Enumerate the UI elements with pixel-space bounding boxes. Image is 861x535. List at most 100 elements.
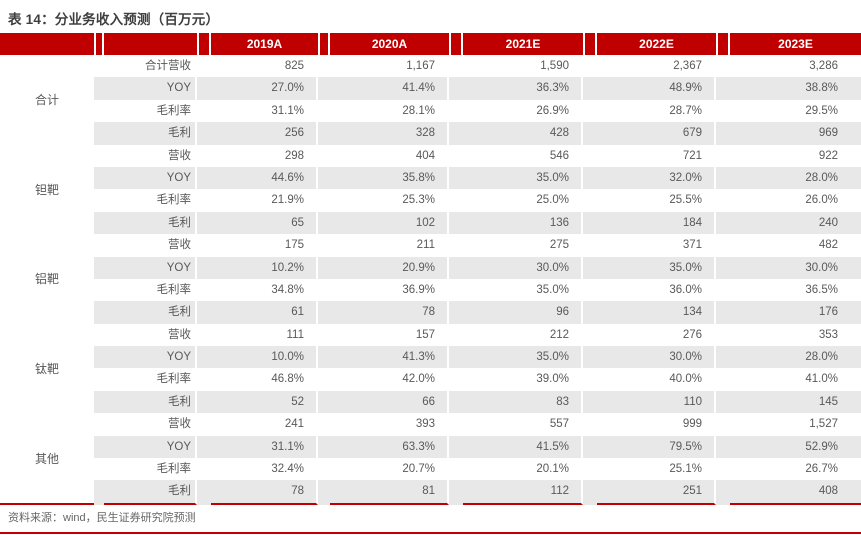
value-cell: 1,527 <box>730 413 861 436</box>
metric-label: YOY <box>104 77 197 100</box>
col-spacer <box>318 458 330 481</box>
col-spacer <box>94 480 104 505</box>
col-spacer <box>94 77 104 100</box>
column-header: 2023E <box>730 33 861 55</box>
value-cell: 482 <box>730 234 861 257</box>
col-spacer <box>583 346 597 369</box>
value-cell: 557 <box>463 413 583 436</box>
value-cell: 1,167 <box>330 55 449 78</box>
value-cell: 38.8% <box>730 77 861 100</box>
group-col-cell <box>0 390 94 414</box>
header-separator <box>716 33 730 55</box>
value-cell: 10.2% <box>211 256 318 279</box>
col-spacer <box>449 55 463 78</box>
col-spacer <box>716 301 730 324</box>
group-col-cell <box>0 122 94 145</box>
page-bottom-rule <box>0 532 861 534</box>
col-spacer <box>94 166 104 190</box>
value-cell: 102 <box>330 211 449 235</box>
value-cell: 31.1% <box>211 99 318 123</box>
group-col-cell <box>0 435 94 459</box>
col-spacer <box>94 278 104 302</box>
group-col-cell <box>0 346 94 369</box>
col-spacer <box>583 278 597 302</box>
table-row: YOY 44.6% 35.8% 35.0% 32.0% 28.0% <box>0 166 861 190</box>
col-spacer <box>449 211 463 235</box>
forecast-table: 2019A 2020A 2021E 2022E 2023E 合计营收 825 1,167 1,… <box>0 33 861 505</box>
value-cell: 78 <box>211 480 318 505</box>
header-separator <box>449 33 463 55</box>
col-spacer <box>716 480 730 505</box>
col-spacer <box>197 144 211 167</box>
value-cell: 40.0% <box>597 368 716 391</box>
col-spacer <box>449 77 463 100</box>
value-cell: 29.5% <box>730 99 861 123</box>
col-spacer <box>583 368 597 391</box>
metric-label: 毛利 <box>104 301 197 324</box>
value-cell: 408 <box>730 480 861 505</box>
value-cell: 41.3% <box>330 346 449 369</box>
col-spacer <box>449 390 463 414</box>
col-spacer <box>583 144 597 167</box>
value-cell: 61 <box>211 301 318 324</box>
value-cell: 36.5% <box>730 278 861 302</box>
table-row: 毛利 78 81 112 251 408 <box>0 480 861 505</box>
col-spacer <box>449 122 463 145</box>
col-spacer <box>583 413 597 436</box>
value-cell: 41.5% <box>463 435 583 459</box>
col-spacer <box>94 234 104 257</box>
value-cell: 26.0% <box>730 189 861 212</box>
header-row: 2019A 2020A 2021E 2022E 2023E <box>0 33 861 55</box>
value-cell: 52.9% <box>730 435 861 459</box>
col-spacer <box>716 211 730 235</box>
source-note: 资料来源：wind，民生证券研究院预测 <box>8 512 196 524</box>
col-spacer <box>318 189 330 212</box>
group-col-cell <box>0 368 94 391</box>
col-spacer <box>94 99 104 123</box>
value-cell: 65 <box>211 211 318 235</box>
col-spacer <box>318 323 330 347</box>
col-spacer <box>94 122 104 145</box>
value-cell: 35.0% <box>463 346 583 369</box>
metric-label: 营收 <box>104 413 197 436</box>
header-separator <box>583 33 597 55</box>
value-cell: 21.9% <box>211 189 318 212</box>
col-spacer <box>583 166 597 190</box>
value-cell: 721 <box>597 144 716 167</box>
value-cell: 34.8% <box>211 278 318 302</box>
table-row: YOY 10.2% 20.9% 30.0% 35.0% 30.0% <box>0 256 861 279</box>
value-cell: 428 <box>463 122 583 145</box>
col-spacer <box>94 323 104 347</box>
metric-label: 毛利率 <box>104 458 197 481</box>
col-spacer <box>318 480 330 505</box>
col-spacer <box>318 77 330 100</box>
value-cell: 328 <box>330 122 449 145</box>
col-spacer <box>318 301 330 324</box>
col-spacer <box>583 211 597 235</box>
col-spacer <box>94 413 104 436</box>
value-cell: 3,286 <box>730 55 861 78</box>
col-spacer <box>197 301 211 324</box>
col-spacer <box>583 99 597 123</box>
col-spacer <box>449 189 463 212</box>
col-spacer <box>449 144 463 167</box>
col-spacer <box>449 278 463 302</box>
value-cell: 36.3% <box>463 77 583 100</box>
value-cell: 241 <box>211 413 318 436</box>
value-cell: 353 <box>730 323 861 347</box>
value-cell: 32.4% <box>211 458 318 481</box>
table-row: YOY 31.1% 63.3% 41.5% 79.5% 52.9% <box>0 435 861 459</box>
col-spacer <box>94 435 104 459</box>
metric-label: 营收 <box>104 323 197 347</box>
value-cell: 20.9% <box>330 256 449 279</box>
value-cell: 276 <box>597 323 716 347</box>
value-cell: 969 <box>730 122 861 145</box>
value-cell: 134 <box>597 301 716 324</box>
col-spacer <box>583 77 597 100</box>
value-cell: 28.0% <box>730 166 861 190</box>
value-cell: 35.0% <box>463 278 583 302</box>
col-spacer <box>449 480 463 505</box>
col-spacer <box>716 144 730 167</box>
col-spacer <box>449 256 463 279</box>
col-spacer <box>583 234 597 257</box>
